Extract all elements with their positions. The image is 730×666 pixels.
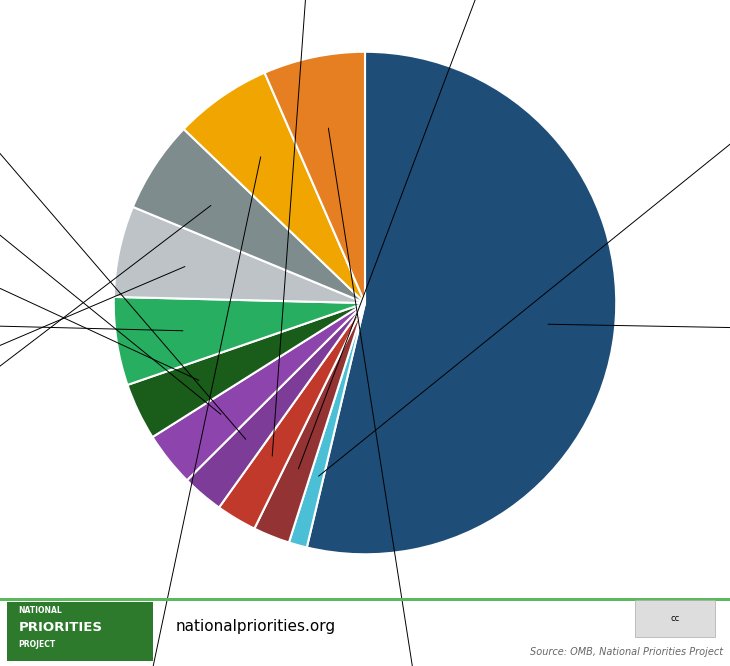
Wedge shape [114,297,365,385]
Text: Science
$29.7 billion - 3%: Science $29.7 billion - 3% [0,0,246,440]
Text: Social Security,
Unemployment &
Labor
$29.1 billion - 3%: Social Security, Unemployment & Labor $2… [272,0,373,456]
Text: Housing &
Community
$63.2 billion - 6%: Housing & Community $63.2 billion - 6% [0,304,183,337]
Wedge shape [307,52,616,554]
Text: PRIORITIES: PRIORITIES [18,621,102,634]
FancyBboxPatch shape [635,600,715,637]
Text: Medicare & Health
$66 billion - 6%: Medicare & Health $66 billion - 6% [0,205,211,551]
Text: Education
$70 billion - 6%: Education $70 billion - 6% [76,157,261,666]
Wedge shape [184,73,365,303]
Text: Energy &
Environment
$39.1 billion - 3%: Energy & Environment $39.1 billion - 3% [0,35,221,414]
Wedge shape [133,129,365,303]
Text: nationalpriorities.org: nationalpriorities.org [175,619,335,633]
Wedge shape [153,303,365,480]
Text: Transportation
$26.3 billion - 2%: Transportation $26.3 billion - 2% [299,0,596,469]
Text: International Affairs
$40.9 billion - 4%: International Affairs $40.9 billion - 4% [0,170,199,380]
Text: Source: OMB, National Priorities Project: Source: OMB, National Priorities Project [529,647,723,657]
FancyBboxPatch shape [7,601,153,661]
Wedge shape [187,303,365,507]
Text: Veterans' Benefits
$65.3 billion - 6%: Veterans' Benefits $65.3 billion - 6% [0,266,185,454]
Wedge shape [289,303,365,547]
Text: Food & Agriculture
$13.1 billion - 1%: Food & Agriculture $13.1 billion - 1% [318,0,730,476]
Wedge shape [264,52,365,303]
Text: Government
$72.9 billion - 6%: Government $72.9 billion - 6% [328,128,492,666]
Wedge shape [254,303,365,543]
FancyBboxPatch shape [0,598,730,601]
Text: PROJECT: PROJECT [18,640,55,649]
Text: cc: cc [671,614,680,623]
Wedge shape [219,303,365,529]
Wedge shape [128,303,365,437]
Wedge shape [114,207,365,303]
Text: Military
$598.5 billion - 54%: Military $598.5 billion - 54% [548,320,730,342]
Text: NATIONAL: NATIONAL [18,606,62,615]
